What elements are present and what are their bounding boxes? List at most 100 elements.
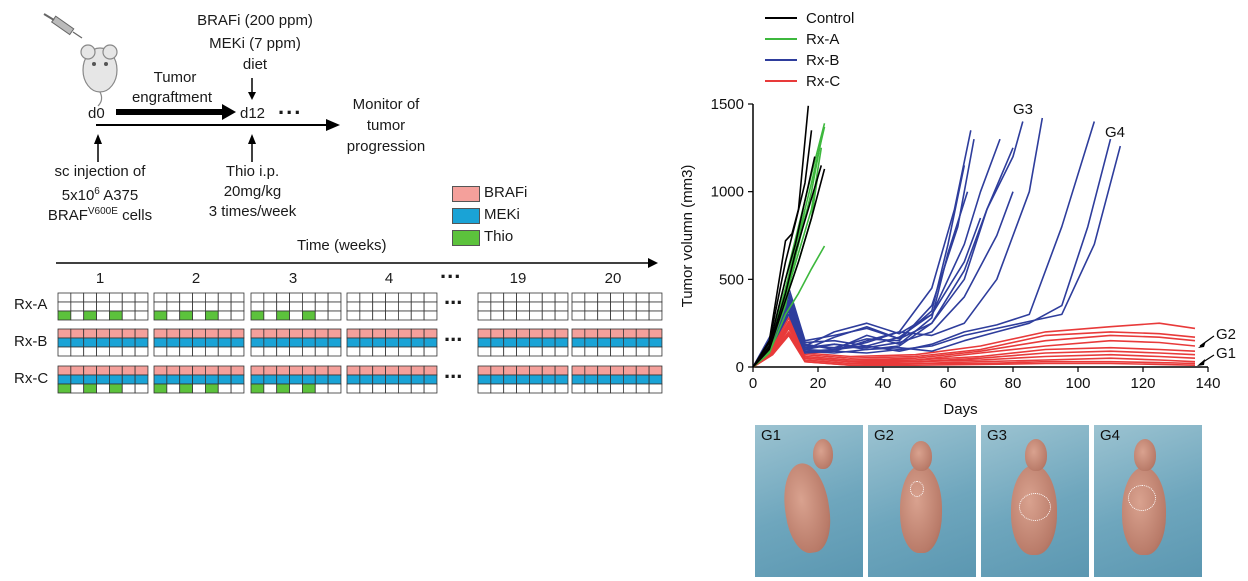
mouse-head [813, 439, 833, 469]
timeline-arrow [96, 119, 340, 131]
legend-label: Rx-A [806, 31, 839, 48]
week-label-2: 2 [191, 270, 201, 287]
legend-label-meki: MEKi [484, 206, 520, 223]
series-line-control [752, 168, 826, 368]
monitor-line-2: tumor [366, 117, 406, 134]
week-label-19: 19 [509, 270, 527, 287]
injection-line-3: BRAFV600E cells [47, 206, 153, 224]
drug-line-1: BRAFi (200 ppm) [197, 12, 313, 29]
tumor-outline [1019, 493, 1051, 521]
legend-label-brafi: BRAFi [484, 184, 528, 201]
x-tick-label: 40 [875, 375, 892, 392]
row-ellipsis-rx-b: ... [444, 321, 463, 346]
series-line-rx-c [752, 327, 1196, 368]
series-line-control [752, 105, 810, 368]
week-grid-block [250, 365, 342, 394]
week-grid-cell [327, 383, 342, 394]
week-grid-cell [327, 346, 342, 357]
legend-swatch-thio [452, 230, 480, 246]
week-grid-cell [554, 346, 569, 357]
legend-label: Control [806, 10, 854, 27]
injection-line-1: sc injection of [54, 163, 146, 180]
weeks-arrow [56, 258, 658, 268]
week-grid-cell [230, 310, 245, 321]
syringe-icon [43, 13, 83, 39]
engraftment-arrow [116, 104, 236, 120]
drug-line-3: diet [242, 56, 268, 73]
x-axis-title: Days [943, 401, 977, 418]
y-tick-label: 0 [736, 359, 744, 376]
week-grid-block [477, 292, 569, 321]
week-grid-cell [134, 310, 149, 321]
series-line-rx-b [752, 145, 1122, 368]
x-tick-label: 0 [749, 375, 757, 392]
week-grid-block [57, 292, 149, 321]
x-tick-label: 100 [1065, 375, 1090, 392]
row-ellipsis-rx-c: ... [444, 358, 463, 383]
mouse-head [1134, 439, 1156, 471]
injection-arrow [94, 134, 102, 162]
thio-line-1: Thio i.p. [225, 163, 280, 180]
series-line-rx-b [752, 117, 1044, 368]
week-grid-cell [554, 310, 569, 321]
week-label-4: 4 [384, 270, 394, 287]
week-grid-block [571, 328, 663, 357]
mouse-photo-g2: G2 [868, 425, 976, 577]
mouse-icon [80, 44, 118, 107]
week-grid-block [346, 365, 438, 394]
annotation-g3: G3 [1013, 101, 1033, 118]
y-tick-label: 1000 [711, 184, 744, 201]
monitor-line-3: progression [346, 138, 426, 155]
tumor-outline [910, 481, 924, 497]
week-grid-block [250, 328, 342, 357]
annotation-g4: G4 [1105, 124, 1125, 141]
week-grid-block [57, 328, 149, 357]
engraftment-line-2: engraftment [131, 89, 213, 106]
week-grid-cell [648, 346, 663, 357]
treatment-week-grids [57, 292, 663, 394]
week-label-ellipsis: ... [440, 258, 462, 283]
week-grid-block [250, 292, 342, 321]
photo-label-g3: G3 [987, 427, 1008, 444]
engraftment-line-1: Tumor [153, 69, 197, 86]
mouse-body [900, 465, 942, 553]
week-grid-cell [423, 383, 438, 394]
mouse-photo-g1: G1 [755, 425, 863, 577]
annotation-g2: G2 [1216, 326, 1236, 343]
annotation-g1: G1 [1216, 345, 1236, 362]
x-tick-label: 120 [1130, 375, 1155, 392]
mouse-head [1025, 439, 1047, 471]
x-tick-label: 140 [1195, 375, 1220, 392]
diet-arrow [248, 78, 256, 100]
week-grid-block [153, 292, 245, 321]
legend-label: Rx-B [806, 52, 839, 69]
tumor-outline [1128, 485, 1156, 511]
thio-arrow [248, 134, 256, 162]
row-label-rx-a: Rx-A [14, 296, 48, 313]
week-grid-cell [423, 310, 438, 321]
drug-line-2: MEKi (7 ppm) [209, 35, 301, 52]
mouse-photo-g3: G3 [981, 425, 1089, 577]
week-grid-cell [423, 346, 438, 357]
series-line-control [752, 165, 823, 368]
schematic-arrows [43, 13, 658, 268]
row-ellipsis-rx-a: ... [444, 284, 463, 309]
week-grid-cell [134, 383, 149, 394]
day-0-label: d0 [88, 105, 105, 122]
week-grid-cell [230, 346, 245, 357]
legend-label: Rx-C [806, 73, 840, 90]
series-line-control [752, 156, 816, 368]
week-label-3: 3 [288, 270, 298, 287]
week-label-1: 1 [95, 270, 105, 287]
x-tick-label: 20 [810, 375, 827, 392]
monitor-line-1: Monitor of [352, 96, 420, 113]
week-grid-block [153, 365, 245, 394]
week-grid-block [346, 292, 438, 321]
week-grid-cell [230, 383, 245, 394]
mouse-photo-g4: G4 [1094, 425, 1202, 577]
week-label-20: 20 [604, 270, 622, 287]
series-line-rx-b [752, 191, 1014, 368]
series-line-rx-c [752, 334, 1196, 368]
legend-swatch-meki [452, 208, 480, 224]
thio-line-3: 3 times/week [208, 203, 297, 220]
